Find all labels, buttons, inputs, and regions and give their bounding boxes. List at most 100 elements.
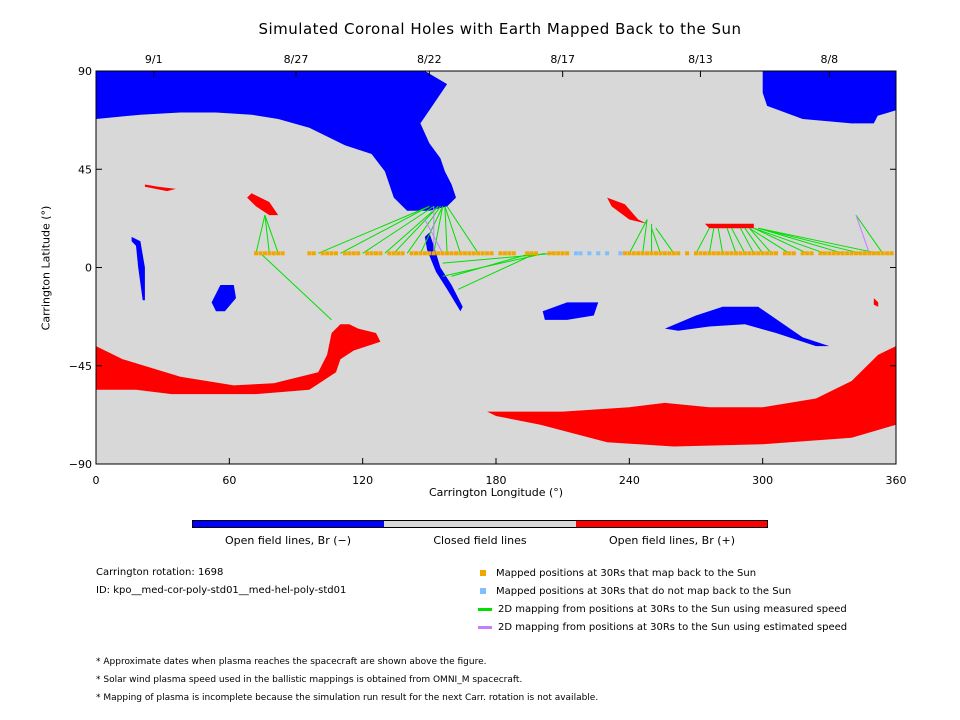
colorbar-label-positive: Open field lines, Br (+) (608, 534, 736, 547)
closed-field-background (96, 71, 896, 464)
coronal-hole-positive-11 (144, 184, 176, 192)
colorbar-closed (384, 521, 576, 527)
y-tick-label-1: 45 (78, 163, 92, 176)
measured-mapping-line-29 (740, 227, 755, 254)
mapped-point-24 (400, 251, 405, 256)
mapped-point-56 (622, 251, 627, 256)
mapped-point-99 (836, 251, 841, 256)
mapped-point-52 (551, 251, 556, 256)
mapped-point-35 (454, 251, 458, 256)
note-dates: * Approximate dates when plasma reaches … (96, 657, 487, 667)
mapped-point-48 (525, 251, 530, 256)
coronal-hole-map: 0 60 120 180 240 300 360 90 45 0 −45 −90 9/1 8/27 8/22… (69, 53, 907, 487)
mapped-point-55 (565, 251, 570, 256)
mapped-point-53 (556, 251, 561, 256)
measured-mapping-line-9 (406, 206, 441, 254)
measured-mapping-line-4 (318, 205, 430, 254)
mapped-point-67 (671, 251, 676, 256)
note-speed: * Solar wind plasma speed used in the ba… (96, 675, 523, 685)
measured-mapping-line-8 (393, 206, 439, 254)
unmapped-point-5 (618, 251, 623, 256)
unmapped-swatch (480, 588, 486, 594)
mapped-point-71 (698, 251, 703, 256)
measured-mapping-line-32 (749, 227, 790, 254)
mapped-point-60 (640, 251, 645, 256)
measured-mapping-line-35 (758, 227, 843, 254)
mapped-point-47 (511, 251, 516, 256)
mapped-point-84 (756, 251, 761, 256)
estimated-mapping-line-2 (855, 214, 870, 254)
mapped-point-98 (831, 251, 836, 256)
mapped-point-34 (449, 251, 454, 256)
measured-mapping-line-33 (753, 227, 808, 254)
mapped-point-101 (845, 251, 850, 256)
measured-mapping-line-30 (744, 227, 764, 254)
coronal-hole-positive-12 (607, 197, 648, 224)
measured-mapping-line-3 (260, 252, 332, 321)
mapped-point-92 (800, 251, 805, 256)
mapped-point-27 (418, 251, 423, 256)
mapped-point-86 (765, 251, 770, 256)
measured-mapping-line-12 (444, 206, 448, 254)
y-tick-label-3: −45 (69, 360, 92, 373)
measured-mapping-line-27 (726, 228, 737, 254)
note-incomplete: * Mapping of plasma is incomplete becaus… (96, 693, 599, 703)
measured-mapping-line-24 (695, 227, 710, 254)
mapped-point-80 (738, 251, 743, 256)
y-tick-label-2: 0 (85, 262, 92, 275)
measured-mapping-line-11 (433, 206, 444, 254)
mapped-point-95 (818, 251, 823, 256)
mapped-point-45 (502, 251, 507, 256)
measured-mapping-line-13 (444, 206, 461, 254)
mapped-point-14 (347, 251, 352, 256)
y-tick-label-0: 90 (78, 65, 92, 78)
mapped-point-2 (262, 251, 267, 256)
mapped-point-109 (880, 251, 885, 256)
x-tick-label-6: 360 (886, 474, 907, 487)
date-label-0: 9/1 (145, 53, 163, 66)
date-label-4: 8/13 (688, 53, 713, 66)
mapped-point-3 (267, 251, 272, 256)
mapped-point-105 (862, 251, 867, 256)
run-id: ID: kpo__med-cor-poly-std01__med-hel-pol… (96, 585, 347, 596)
mapped-point-22 (391, 251, 396, 256)
legend-mapped-label: Mapped positions at 30Rs that map back t… (496, 567, 757, 579)
coronal-hole-negative-3 (131, 236, 145, 301)
mapped-point-33 (445, 251, 450, 256)
mapped-point-44 (498, 251, 503, 256)
legend-unmapped-label: Mapped positions at 30Rs that do not map… (496, 585, 792, 597)
mapped-point-82 (747, 251, 752, 256)
measured-mapping-line-2 (264, 214, 279, 254)
mapped-point-90 (787, 251, 792, 256)
mapped-point-63 (654, 251, 658, 256)
measured-mapping-line-28 (731, 227, 746, 254)
x-tick-label-3: 180 (486, 474, 507, 487)
date-label-1: 8/27 (284, 53, 309, 66)
unmapped-point-0 (574, 251, 578, 256)
measured-mapping-line-38 (855, 214, 884, 254)
measured-mapping-line-5 (340, 205, 430, 254)
mapped-point-74 (711, 251, 716, 256)
mapped-point-81 (742, 251, 747, 256)
mapped-point-110 (885, 251, 890, 256)
colorbar-label-closed: Closed field lines (433, 534, 527, 547)
measured-mapping-line-25 (708, 228, 715, 254)
unmapped-point-4 (605, 251, 610, 256)
mapped-point-73 (707, 251, 712, 256)
x-tick-label-2: 120 (352, 474, 373, 487)
coronal-hole-positive-14 (873, 298, 879, 307)
coronal-hole-negative-5 (542, 302, 599, 320)
mapped-point-85 (760, 251, 765, 256)
mapped-point-76 (720, 251, 725, 256)
mapped-point-58 (631, 251, 636, 256)
carrington-rotation: Carrington rotation: 1698 (96, 567, 224, 578)
mapped-point-111 (889, 251, 894, 256)
mapped-point-20 (378, 251, 383, 256)
mapped-point-36 (458, 251, 463, 256)
mapped-point-17 (365, 251, 370, 256)
mapped-point-49 (529, 251, 534, 256)
mapped-point-43 (489, 251, 494, 256)
chart-title: Simulated Coronal Holes with Earth Mappe… (258, 20, 742, 38)
mapped-point-10 (325, 251, 330, 256)
mapped-point-79 (734, 251, 738, 256)
